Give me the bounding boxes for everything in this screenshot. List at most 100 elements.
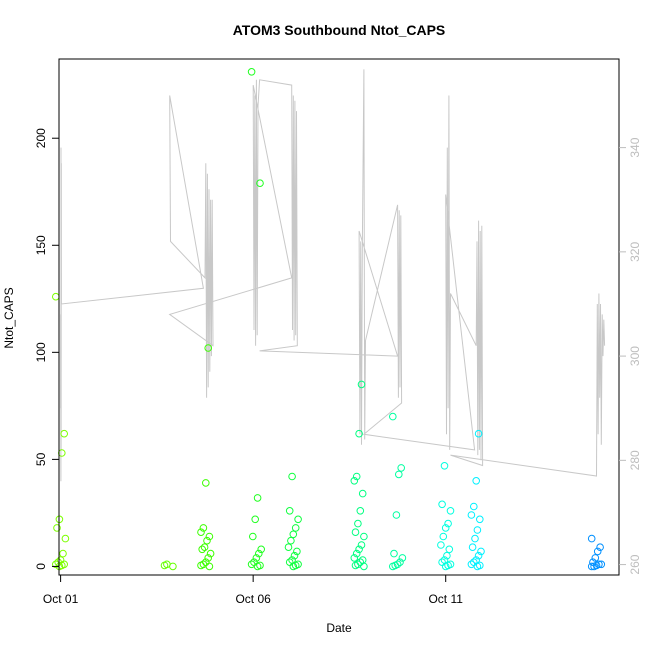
data-point	[356, 507, 365, 515]
data-point	[468, 543, 477, 552]
data-point	[441, 524, 450, 532]
data-point	[290, 551, 299, 560]
y-tick-label-left: 150	[34, 235, 48, 255]
data-point	[476, 515, 484, 524]
data-point	[288, 472, 296, 481]
data-point	[205, 562, 214, 571]
data-point	[390, 549, 398, 558]
data-point	[354, 519, 362, 528]
data-point	[285, 507, 294, 515]
data-point	[61, 534, 70, 543]
data-point	[53, 524, 61, 532]
data-point	[200, 543, 209, 552]
data-point	[596, 543, 604, 552]
data-point	[593, 547, 602, 556]
data-point	[474, 429, 483, 438]
data-point	[204, 344, 212, 352]
y-tick-label-right: 340	[628, 137, 642, 157]
data-point	[252, 554, 261, 562]
data-point	[591, 554, 600, 562]
data-point	[199, 524, 208, 532]
y-axis-label: Ntot_CAPS	[2, 287, 16, 348]
data-point	[473, 562, 482, 571]
y-tick-label-right: 320	[628, 242, 642, 262]
data-point	[350, 554, 359, 562]
data-point	[59, 549, 67, 558]
y-tick-label-left: 50	[34, 452, 48, 466]
chart-title: ATOM3 Southbound Ntot_CAPS	[233, 22, 446, 38]
data-point	[389, 562, 397, 571]
data-point	[249, 532, 257, 541]
data-point	[247, 68, 256, 76]
data-point	[352, 472, 361, 481]
data-point	[203, 536, 211, 545]
data-point	[287, 536, 295, 545]
x-tick-label: Oct 06	[235, 592, 271, 606]
data-point	[587, 562, 596, 571]
data-point	[590, 562, 598, 571]
data-point	[257, 545, 266, 554]
data-point	[206, 549, 215, 558]
y-tick-label-right: 300	[628, 346, 642, 366]
y-tick-label-left: 0	[34, 563, 48, 570]
altitude-series-line	[60, 69, 606, 482]
data-point	[289, 530, 298, 539]
data-point	[477, 547, 485, 556]
data-point	[444, 519, 452, 528]
data-point	[351, 561, 360, 570]
data-point	[474, 551, 483, 560]
data-point	[351, 528, 360, 537]
data-point	[472, 477, 481, 485]
data-point	[473, 526, 482, 534]
data-point	[440, 462, 449, 470]
data-point	[443, 551, 451, 560]
data-point	[197, 528, 205, 537]
data-point	[251, 515, 259, 524]
data-point	[60, 429, 68, 438]
data-point	[202, 479, 210, 487]
data-point	[355, 429, 363, 438]
data-point	[256, 179, 264, 187]
data-point	[360, 562, 368, 571]
data-point	[169, 562, 177, 571]
data-point	[437, 541, 445, 549]
data-point	[439, 532, 448, 541]
data-point	[395, 470, 403, 479]
y-tick-label-right: 280	[628, 450, 642, 470]
data-point	[398, 554, 407, 562]
x-tick-label: Oct 11	[428, 592, 463, 606]
data-point	[289, 562, 298, 571]
data-point	[357, 541, 366, 549]
points-layer	[52, 68, 606, 571]
data-point	[204, 554, 212, 562]
data-point	[441, 562, 450, 571]
data-point	[470, 502, 478, 511]
data-point	[445, 545, 454, 554]
data-point	[397, 464, 406, 472]
data-point	[597, 560, 606, 569]
data-point	[587, 534, 596, 543]
data-point	[253, 562, 262, 571]
data-point	[253, 494, 262, 502]
data-point	[197, 561, 205, 570]
data-point	[160, 561, 169, 570]
data-point	[467, 511, 476, 519]
data-point	[205, 532, 214, 541]
data-point	[198, 545, 206, 554]
x-axis-label: Date	[326, 621, 352, 635]
data-point	[294, 515, 302, 524]
data-point	[355, 545, 363, 554]
altitude-line-layer	[60, 69, 606, 482]
data-point	[350, 477, 359, 485]
x-tick-label: Oct 01	[43, 592, 79, 606]
data-point	[352, 549, 361, 558]
data-point	[438, 500, 446, 509]
data-point	[389, 412, 397, 421]
data-point	[293, 547, 301, 556]
data-point	[284, 543, 293, 552]
y-tick-label-right: 260	[628, 554, 642, 574]
axes-layer: 0 50 100 150 200 260 280 300 320 340 Oct 01 Oct 06 O…	[34, 128, 642, 606]
data-point	[360, 532, 368, 541]
